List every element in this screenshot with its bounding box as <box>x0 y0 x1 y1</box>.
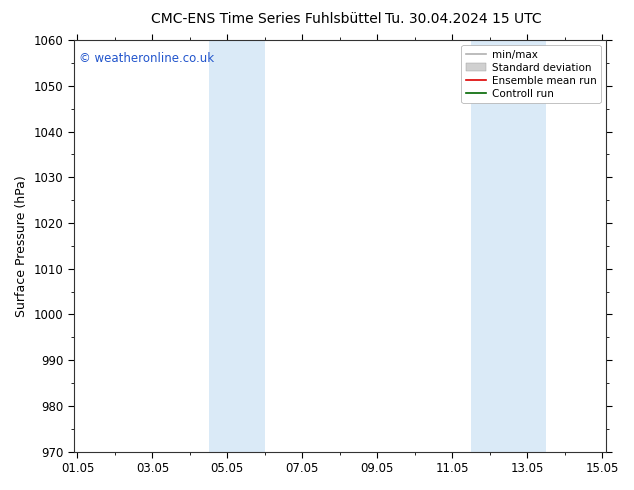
Text: © weatheronline.co.uk: © weatheronline.co.uk <box>79 52 214 66</box>
Text: Tu. 30.04.2024 15 UTC: Tu. 30.04.2024 15 UTC <box>384 12 541 26</box>
Legend: min/max, Standard deviation, Ensemble mean run, Controll run: min/max, Standard deviation, Ensemble me… <box>462 46 600 103</box>
Bar <box>471 40 546 452</box>
Text: CMC-ENS Time Series Fuhlsbüttel: CMC-ENS Time Series Fuhlsbüttel <box>151 12 382 26</box>
Bar <box>209 40 265 452</box>
Y-axis label: Surface Pressure (hPa): Surface Pressure (hPa) <box>15 175 28 317</box>
